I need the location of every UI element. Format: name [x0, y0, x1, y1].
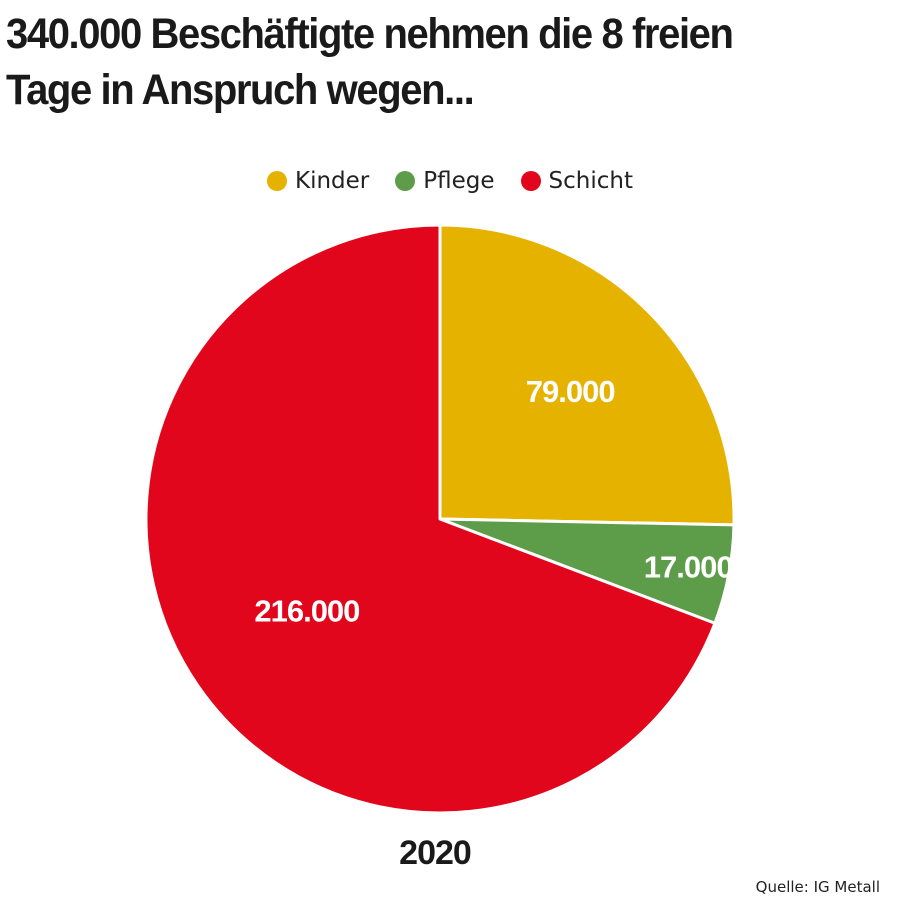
slice-label-schicht: 216.000 [254, 593, 359, 628]
slice-label-pflege: 17.000 [644, 550, 733, 585]
slice-label-kinder: 79.000 [526, 374, 615, 409]
legend-item-kinder: Kinder [267, 168, 369, 194]
legend-marker-pflege [395, 171, 416, 191]
legend-label-kinder: Kinder [295, 168, 370, 194]
legend: Kinder Pflege Schicht [0, 168, 900, 194]
slice-schicht [144, 223, 717, 815]
slice-kinder [438, 223, 736, 527]
legend-label-schicht: Schicht [548, 168, 633, 194]
legend-label-pflege: Pflege [423, 168, 495, 194]
legend-marker-schicht [520, 171, 541, 191]
year-label: 2020 [399, 834, 472, 872]
chart-title: 340.000 Beschäftigte nehmen die 8 freien… [6, 10, 734, 114]
legend-marker-kinder [267, 171, 287, 191]
legend-item-schicht: Schicht [520, 168, 633, 194]
legend-item-pflege: Pflege [395, 168, 495, 194]
source-note: Quelle: IG Metall [755, 878, 880, 896]
